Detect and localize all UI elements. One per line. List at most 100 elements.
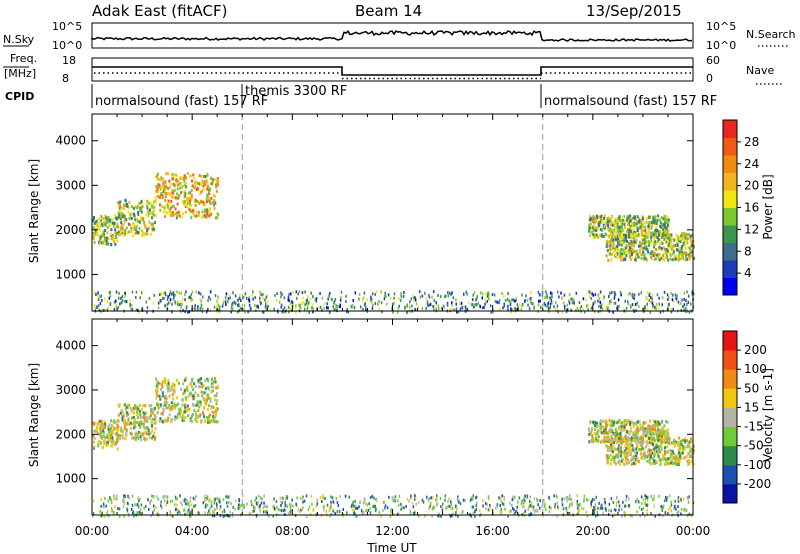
scatter-cell [117,230,120,234]
near-range-cell [664,511,667,515]
near-range-cell [272,505,274,509]
scatter-cell [667,218,670,222]
scatter-cell [625,447,628,451]
scatter-cell [210,176,212,180]
near-range-cell [455,307,458,311]
near-range-cell [435,301,437,305]
near-range-cell [266,305,269,309]
scatter-cell [628,419,631,423]
scatter-cell [608,240,611,243]
colorbar-block [723,350,737,370]
colorbar-block [723,260,737,278]
near-range-cell [436,501,438,505]
scatter-cell [155,396,158,400]
scatter-cell [688,247,691,251]
near-range-cell [649,301,652,304]
scatter-cell [137,231,140,235]
near-range-cell [470,514,473,518]
scatter-cell [131,212,134,216]
scatter-cell [675,238,678,242]
near-range-cell [543,301,545,305]
scatter-cell [642,228,645,232]
near-range-cell [370,299,373,303]
scatter-cell [619,421,622,425]
near-range-cell [288,299,290,302]
colorbar-block [723,388,737,408]
near-range-cell [593,301,596,305]
near-range-cell [221,304,224,308]
scatter-cell [687,246,690,250]
near-range-cell [290,502,292,506]
near-range-cell [428,303,431,307]
scatter-cell [151,225,154,229]
scatter-cell [115,441,118,445]
near-range-cell [195,290,198,294]
scatter-cell [132,207,135,210]
scatter-cell [111,221,114,225]
near-range-cell [433,305,436,308]
scatter-cell [683,258,686,262]
near-range-cell [92,514,94,518]
scatter-cell [165,397,168,401]
near-range-cell [292,304,295,308]
scatter-cell [653,220,655,224]
near-range-cell [123,494,125,498]
scatter-cell [114,231,117,235]
near-range-cell [466,292,468,296]
scatter-cell [190,216,193,220]
scatter-cell [664,434,667,438]
scatter-cell [635,249,638,253]
scatter-cell [630,217,633,221]
scatter-cell [625,244,628,248]
scatter-cell [660,448,663,451]
near-range-cell [295,290,297,294]
near-range-cell [486,294,488,298]
near-range-cell [193,505,195,509]
scatter-cell [621,226,624,230]
colorbar-block [723,242,737,261]
scatter-cell [212,415,215,418]
scatter-cell [619,228,622,232]
near-range-cell [191,298,193,302]
station-title: Adak East (fitACF) [92,2,227,20]
near-range-cell [608,502,611,506]
near-range-cell [452,512,454,516]
scatter-cell [134,418,136,422]
near-range-cell [104,514,106,518]
scatter-cell [195,211,198,215]
scatter-cell [609,218,612,222]
scatter-cell [164,199,167,202]
near-range-cell [365,305,367,309]
near-range-cell [550,506,552,510]
scatter-cell [198,174,201,178]
scatter-cell [181,412,184,416]
near-range-cell [444,494,447,498]
scatter-cell [598,234,601,238]
near-range-cell [658,306,660,310]
near-range-cell [152,511,154,515]
scatter-cell [175,192,178,196]
near-range-cell [208,295,210,299]
near-range-cell [171,292,173,296]
scatter-cell [140,234,143,238]
scatter-cell [633,431,636,435]
scatter-cell [125,422,128,426]
near-range-cell [334,298,337,302]
near-range-cell [450,514,452,518]
near-range-cell [290,505,292,509]
scatter-cell [638,420,641,424]
near-range-cell [234,499,237,503]
scatter-cell [642,440,645,444]
scatter-cell [657,428,660,432]
near-range-cell [254,296,256,300]
scatter-cell [642,224,645,228]
near-range-cell [255,304,258,308]
scatter-cell [163,401,166,405]
near-range-cell [243,307,245,311]
near-range-cell [334,512,336,516]
scatter-cell [640,218,643,222]
scatter-cell [628,432,631,436]
near-range-cell [219,505,222,509]
near-range-cell [311,502,313,506]
scatter-cell [155,190,158,194]
